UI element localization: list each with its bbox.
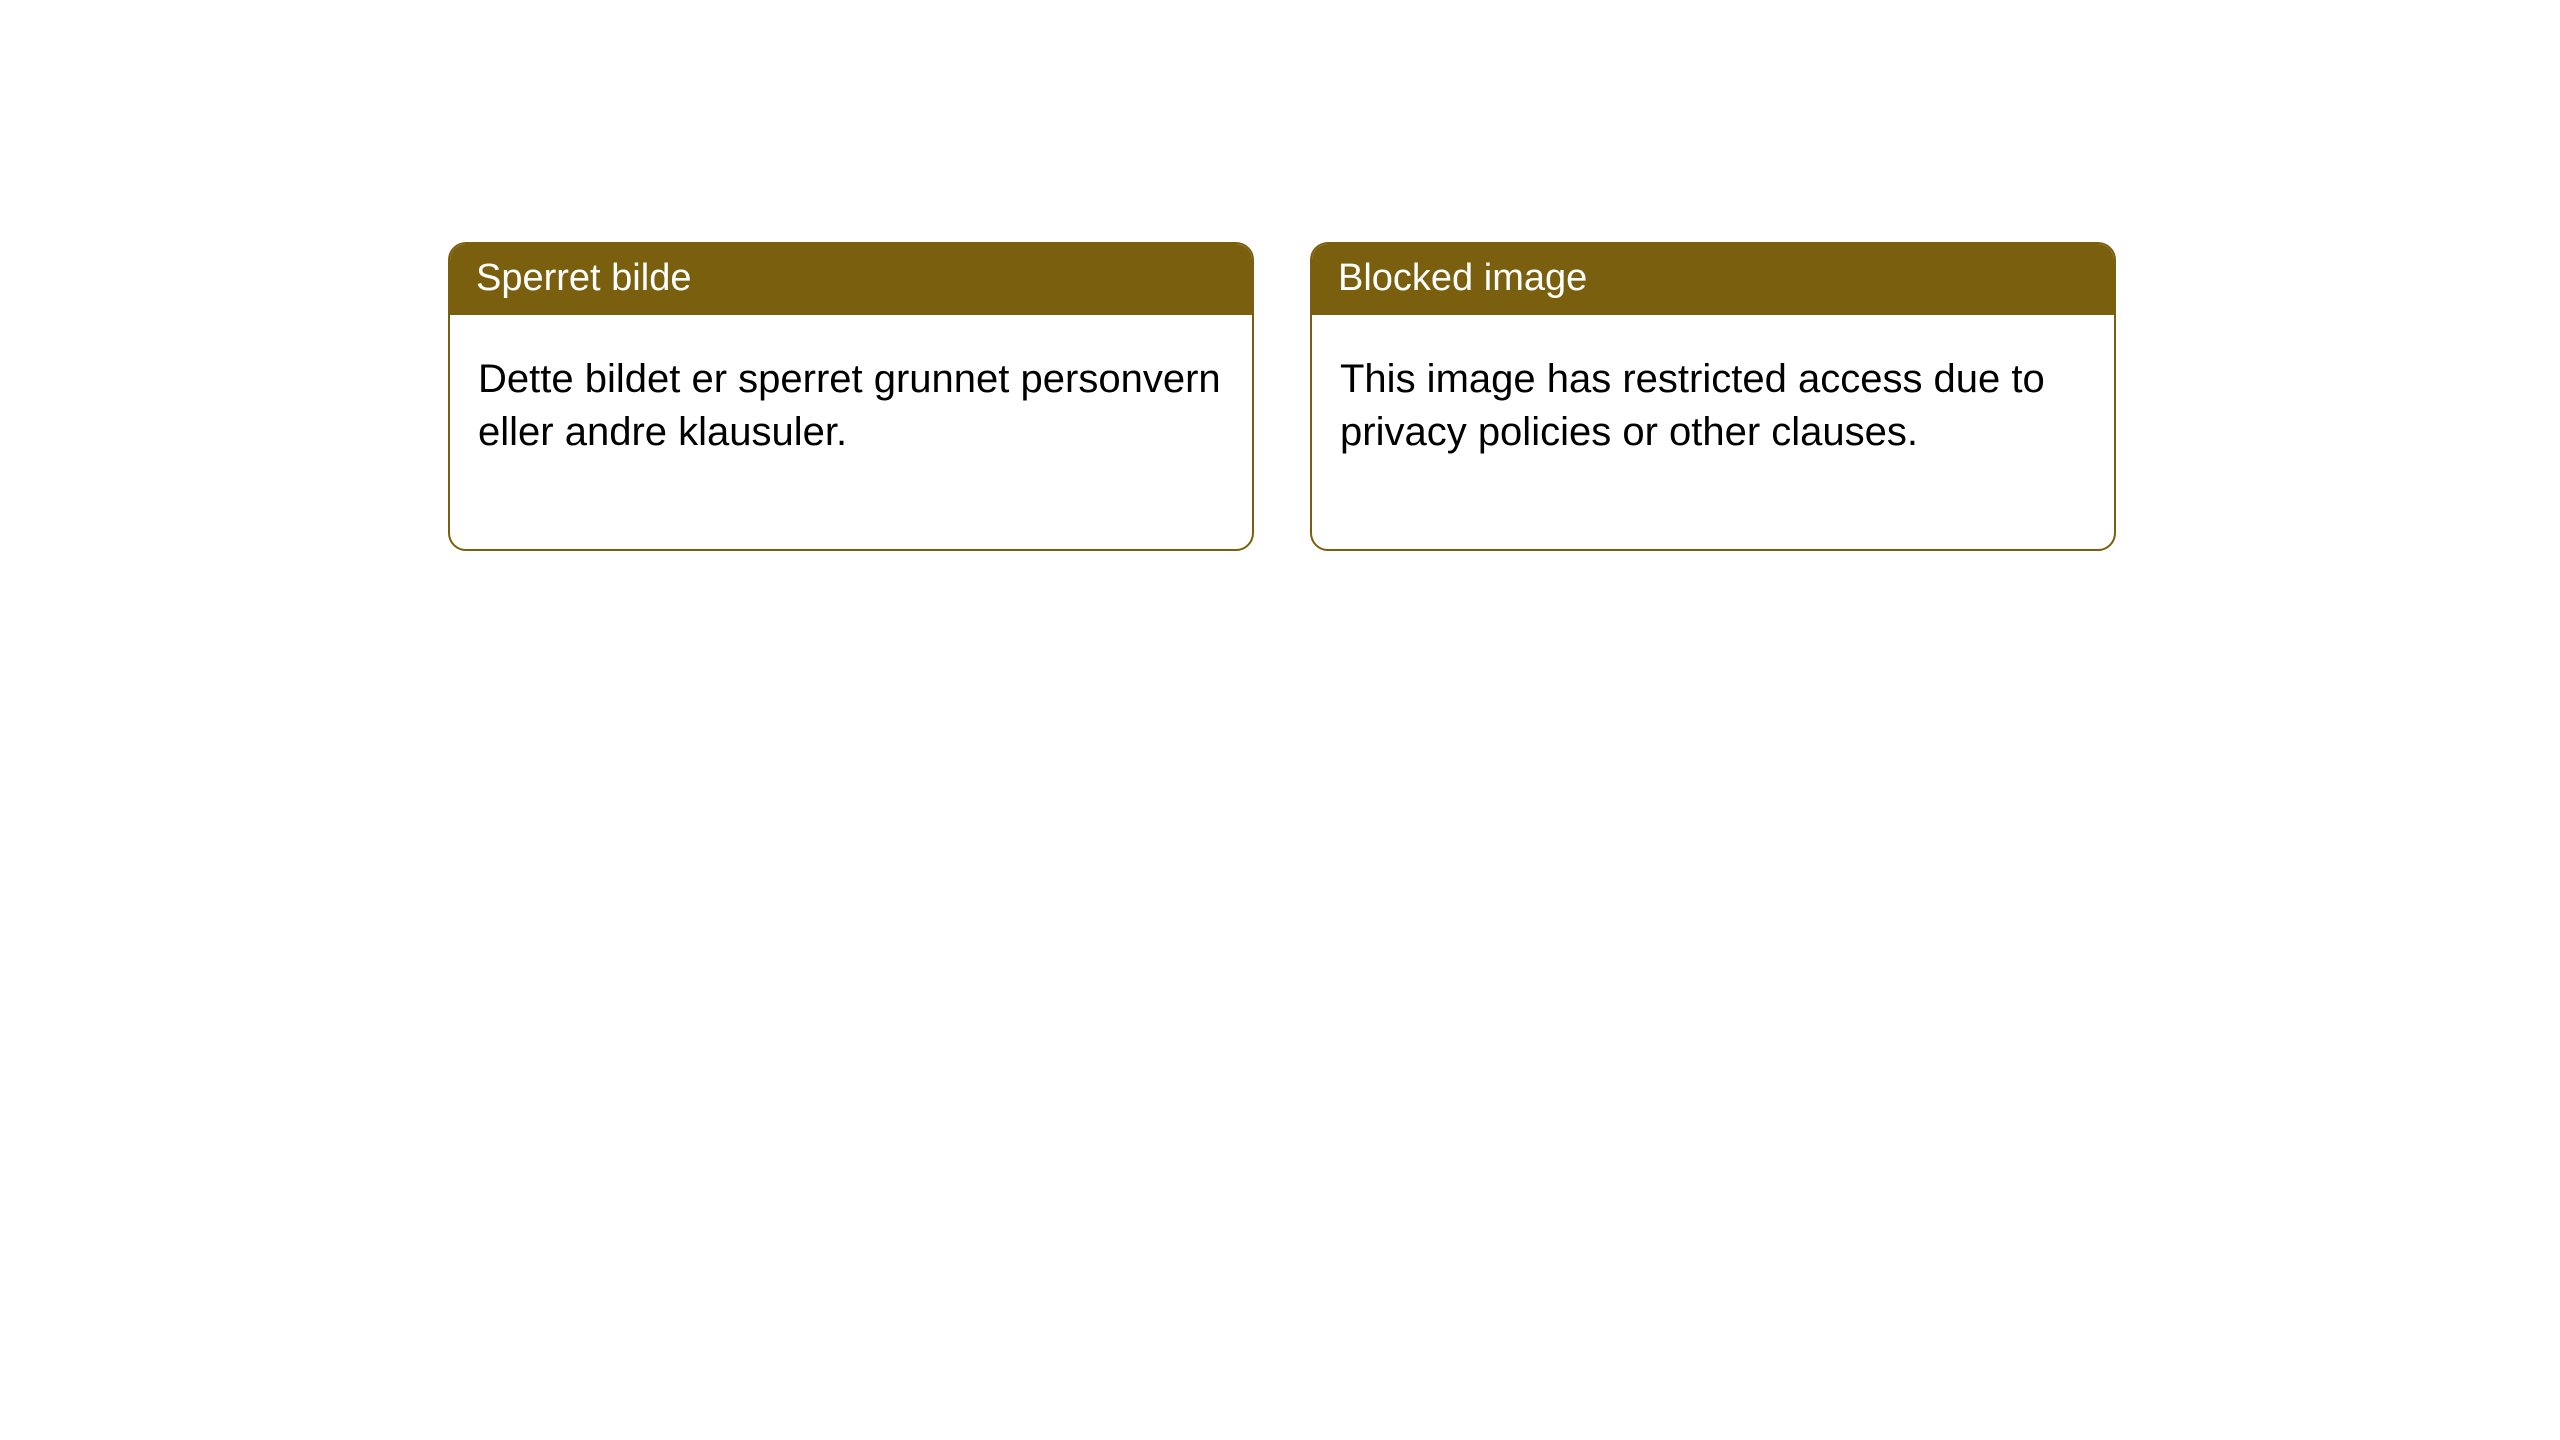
card-header: Blocked image xyxy=(1312,244,2114,315)
card-body-text: This image has restricted access due to … xyxy=(1340,357,2045,454)
card-body-text: Dette bildet er sperret grunnet personve… xyxy=(478,357,1221,454)
card-title: Blocked image xyxy=(1338,257,1587,299)
notice-container: Sperret bilde Dette bildet er sperret gr… xyxy=(0,0,2560,551)
card-title: Sperret bilde xyxy=(476,257,691,299)
notice-card-english: Blocked image This image has restricted … xyxy=(1310,242,2116,551)
card-body: This image has restricted access due to … xyxy=(1312,315,2114,549)
notice-card-norwegian: Sperret bilde Dette bildet er sperret gr… xyxy=(448,242,1254,551)
card-body: Dette bildet er sperret grunnet personve… xyxy=(450,315,1252,549)
card-header: Sperret bilde xyxy=(450,244,1252,315)
